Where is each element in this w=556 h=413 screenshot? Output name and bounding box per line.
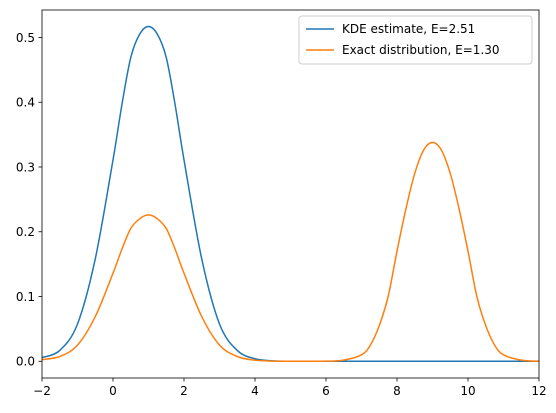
plot-area (42, 10, 539, 378)
legend-label-exact: Exact distribution, E=1.30 (342, 43, 500, 57)
legend-frame (298, 15, 533, 65)
x-tick-label: 2 (180, 384, 188, 398)
axes-frame (41, 9, 540, 379)
y-tick-label: 0.4 (16, 96, 35, 110)
series-layer (41, 25, 540, 363)
x-axis-ticks: −2 0 2 4 6 8 10 12 (33, 378, 547, 398)
axes-layer (41, 9, 540, 379)
x-tick-label: 10 (460, 384, 475, 398)
x-tick-label: −2 (33, 384, 51, 398)
x-tick-label: 12 (531, 384, 546, 398)
x-tick-label: 0 (109, 384, 117, 398)
legend: KDE estimate, E=2.51 Exact distribution,… (298, 15, 533, 65)
x-tick-label: 6 (322, 384, 330, 398)
y-tick-label: 0.1 (16, 290, 35, 304)
y-tick-label: 0.0 (16, 355, 35, 369)
y-tick-label: 0.5 (16, 31, 35, 45)
y-tick-label: 0.2 (16, 225, 35, 239)
series-line-1 (41, 141, 540, 363)
x-tick-label: 8 (393, 384, 401, 398)
y-tick-label: 0.3 (16, 160, 35, 174)
legend-label-kde: KDE estimate, E=2.51 (342, 22, 475, 36)
x-tick-label: 4 (251, 384, 259, 398)
y-axis-ticks: 0.0 0.1 0.2 0.3 0.4 0.5 (16, 31, 42, 369)
